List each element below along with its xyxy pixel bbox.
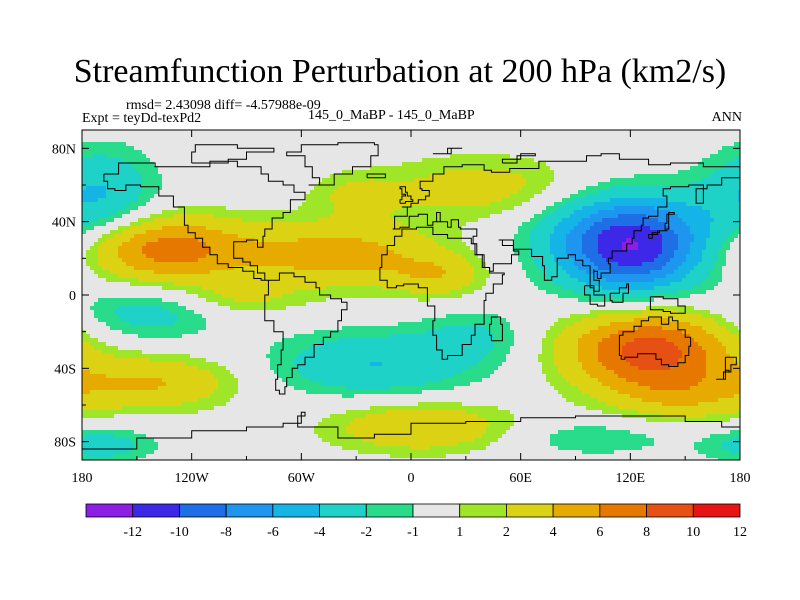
axis-ticks: 180 120W 60W 0 60E 120E 180 80N 40N 0 40S 80S (52, 130, 751, 486)
colorbar-label: -2 (360, 525, 372, 540)
colorbar-label: -6 (267, 525, 279, 540)
coastline-segment (609, 283, 629, 303)
x-tick-label: 60W (288, 471, 316, 486)
colorbar-label: 2 (503, 525, 510, 540)
x-tick-label: 60E (509, 471, 532, 486)
colorbar-label: -10 (170, 525, 189, 540)
coastline-segment (366, 173, 386, 179)
coastline-segment (379, 226, 505, 360)
experiment-label: Expt = teyDd-texPd2 (82, 111, 202, 126)
colorbar-label: 6 (596, 525, 603, 540)
colorbar-label: 8 (643, 525, 650, 540)
coastline-segment (489, 316, 503, 342)
coastline-segment (648, 212, 675, 239)
colorbar-swatch (692, 503, 741, 518)
colorbar-swatch (272, 503, 320, 518)
colorbar-swatch (365, 503, 414, 518)
colorbar-swatch (412, 503, 461, 518)
coastline-segment (501, 153, 536, 164)
plot-title: Streamfunction Perturbation at 200 hPa (… (73, 53, 727, 90)
coastline-segment (264, 272, 348, 395)
y-tick-label: 80N (52, 142, 76, 157)
contour-field (82, 130, 740, 460)
y-tick-label: 0 (69, 289, 76, 304)
season-label: ANN (711, 110, 742, 125)
colorbar-label: 1 (456, 525, 463, 540)
case-label: 145_0_MaBP - 145_0_MaBP (308, 108, 475, 123)
coastline-segment (191, 144, 275, 164)
coastline-segment (103, 160, 306, 281)
coastline-segment (618, 316, 692, 367)
coastlines (82, 142, 740, 450)
colorbar-label: -8 (220, 525, 232, 540)
coastline-segment (716, 369, 730, 380)
coastline-segment (399, 186, 414, 204)
coastline-segment (584, 285, 606, 307)
colorbar-swatch (132, 503, 180, 518)
coastline-segment (432, 147, 463, 155)
colorbar-swatch (459, 503, 507, 518)
y-tick-label: 40S (54, 362, 76, 377)
colorbar-label: -4 (314, 525, 326, 540)
x-tick-label: 120W (175, 471, 210, 486)
colorbar-swatch (599, 503, 647, 518)
colorbar-label: -12 (123, 525, 142, 540)
colorbar-swatch (506, 503, 554, 518)
coastline-segment (392, 153, 740, 292)
colorbar-label: 12 (733, 525, 747, 540)
coastline-segment (649, 296, 686, 314)
x-tick-label: 120E (616, 471, 646, 486)
coastline-segment (82, 411, 740, 450)
y-tick-label: 40N (52, 216, 76, 231)
rmsd-diff-stats: rmsd= 2.43098 diff= -4.57988e-09 (126, 98, 321, 113)
colorbar-label: 10 (686, 525, 700, 540)
colorbar-swatch (319, 503, 367, 518)
x-tick-label: 180 (72, 471, 93, 486)
colorbar-swatch (179, 503, 227, 518)
colorbar-label: 4 (550, 525, 557, 540)
colorbar-swatch (646, 503, 694, 518)
colorbar-swatch (225, 503, 274, 518)
x-tick-label: 0 (408, 471, 415, 486)
colorbar: -12 -10 -8 -6 -4 -2 -1 1 2 4 6 8 10 12 (85, 503, 747, 540)
coastline-segment (286, 142, 379, 186)
colorbar-swatch (85, 503, 134, 518)
colorbar-label: -1 (407, 525, 419, 540)
x-tick-label: 180 (730, 471, 751, 486)
colorbar-swatch (552, 503, 601, 518)
y-tick-label: 80S (54, 436, 76, 451)
